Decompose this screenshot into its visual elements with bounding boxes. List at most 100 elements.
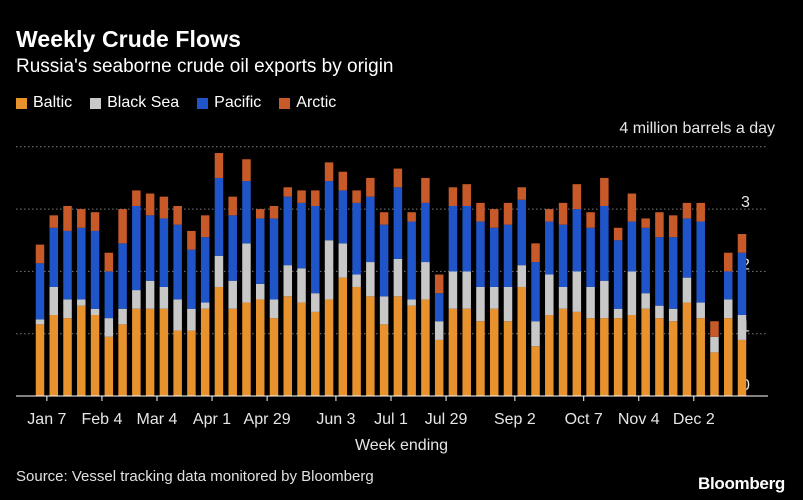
bar-arctic [558,202,568,225]
bar-baltic [77,305,86,396]
bar-pacific [214,177,224,256]
source-note: Source: Vessel tracking data monitored b… [16,468,374,485]
bar-black-sea [407,299,416,306]
bar-black-sea [682,277,692,303]
y-tick-label: 3 [741,194,750,211]
bar-arctic [366,177,375,197]
bar-baltic [558,308,568,396]
bar-baltic [283,296,293,396]
bar-pacific [118,243,127,309]
bar-baltic [407,305,416,396]
legend-item-black-sea: Black Sea [90,94,179,112]
bar-pacific [366,196,375,263]
bar-pacific [255,218,265,284]
bar-arctic [448,187,458,206]
bar-arctic [242,159,251,182]
bar-black-sea [187,308,196,331]
bar-pacific [311,205,320,294]
bar-black-sea [104,318,114,337]
bar-black-sea [338,243,348,278]
bar-black-sea [49,286,59,316]
x-tick-label: Jul 1 [374,411,408,428]
bar-black-sea [255,283,265,300]
bar-pacific [49,227,59,287]
bar-pacific [462,205,471,272]
bar-black-sea [393,258,403,297]
bar-arctic [462,184,471,206]
bloomberg-logo: Bloomberg [697,474,785,493]
x-tick-label: Jan 7 [27,411,66,428]
bar-pacific [90,230,100,309]
bar-arctic [503,202,513,225]
bar-arctic [49,215,59,228]
bar-pacific [173,224,182,300]
bar-baltic [572,311,582,396]
bar-baltic [173,330,182,396]
bar-baltic [145,308,155,396]
legend-item-pacific: Pacific [197,94,261,112]
bar-arctic [283,187,293,197]
x-tick-label: Dec 2 [673,411,715,428]
bar-black-sea [448,271,458,309]
bar-baltic [255,299,265,396]
bar-baltic [627,315,637,396]
bar-arctic [104,252,114,272]
bar-pacific [627,221,637,272]
bar-pacific [297,202,306,269]
x-tick-label: Apr 29 [244,411,291,428]
y-axis-unit-label: 4 million barrels a day [619,120,775,137]
bar-black-sea [489,286,499,309]
bar-pacific [641,227,650,294]
bar-black-sea [710,336,719,353]
bar-black-sea [641,293,650,309]
bar-pacific [572,209,582,272]
x-tick-label: Sep 2 [494,411,536,428]
bar-black-sea [462,271,471,309]
bar-black-sea [352,274,361,287]
bar-pacific [283,196,293,266]
chart-subtitle: Russia's seaborne crude oil exports by o… [16,56,394,77]
bar-arctic [723,252,733,272]
bar-arctic [324,162,334,182]
bar-black-sea [200,302,210,309]
bar-black-sea [572,271,582,312]
bar-arctic [255,209,265,219]
bar-baltic [200,308,210,396]
legend-label-pacific: Pacific [214,94,262,111]
bar-baltic [476,321,485,396]
bar-pacific [324,181,334,241]
legend-swatch-pacific [197,97,209,109]
bar-pacific [489,227,499,287]
bar-baltic [421,299,430,396]
bar-baltic [462,308,471,396]
bar-arctic [63,205,72,231]
bar-arctic [35,244,45,264]
bar-baltic [90,315,100,396]
bar-baltic [324,299,334,396]
bar-black-sea [421,262,430,300]
bar-black-sea [145,280,155,309]
bar-pacific [655,237,664,306]
bar-baltic [352,286,361,396]
bar-arctic [489,209,499,228]
bar-black-sea [668,308,678,322]
bar-pacific [407,221,416,300]
bar-pacific [352,202,361,275]
bar-baltic [545,315,554,396]
bar-pacific [393,187,403,259]
bar-baltic [586,318,595,396]
legend-label-arctic: Arctic [296,94,337,111]
bar-arctic [228,196,237,216]
bar-black-sea [366,262,375,297]
legend-item-arctic: Arctic [279,94,336,112]
bar-baltic [104,336,114,396]
bar-pacific [448,205,458,272]
bar-baltic [696,318,705,396]
bar-pacific [737,252,747,316]
bar-arctic [600,177,609,206]
bar-black-sea [77,299,86,306]
bar-black-sea [434,321,444,340]
bar-pacific [558,224,568,287]
bar-black-sea [173,299,182,331]
bar-pacific [200,237,210,303]
